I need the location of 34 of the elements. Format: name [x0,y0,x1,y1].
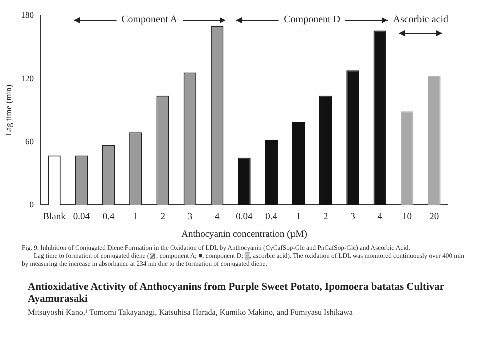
y-tick-label: 120 [21,73,34,84]
x-tick-label: 20 [430,212,440,222]
y-axis-title: Lag time (min) [3,84,14,136]
bar [238,158,251,206]
x-tick-label: 0.04 [236,212,254,222]
x-tick-label: 2 [160,212,166,222]
bar [292,122,306,206]
x-tick-label: Blank [43,212,66,222]
x-tick-label: 0.04 [73,212,90,222]
annotation: Component D [284,14,341,26]
bar [400,112,414,206]
x-tick-label: 3 [350,212,356,222]
x-tick-label: 10 [402,212,412,222]
bar [346,70,360,206]
text: Antioxidative Activity of Anthocyanins from Purple Sweet Potato, Ipomoera batatas Cultivar Ayamurasaki [28,282,446,306]
x-tick-label: 4 [378,212,383,222]
y-tick-label: 180 [21,10,34,20]
bar [320,96,332,206]
bar [428,76,441,206]
x-tick-label: 3 [188,212,193,222]
x-tick-label: 1 [134,212,139,222]
text: Mitsuyoshi Kano,¹ Tomomi Takayanagi, Katsuhisa Harada, Kumiko Makino, and Fumiyasu Ishikawa [28,308,354,318]
bar [374,30,387,206]
bar [265,140,278,206]
x-tick-label: 4 [214,212,220,222]
x-tick-label: 0.4 [266,212,278,222]
x-tick-label: 0.4 [102,212,115,222]
y-tick-label: 60 [25,136,34,146]
y-tick-label: 0 [30,199,34,210]
x-tick-label: 2 [324,212,329,222]
annotation: Ascorbic acid [393,14,448,26]
annotation: Component A [122,14,178,26]
x-axis-title: Anthocyanin concentration (µM) [182,230,308,240]
x-tick-label: 1 [296,212,302,222]
